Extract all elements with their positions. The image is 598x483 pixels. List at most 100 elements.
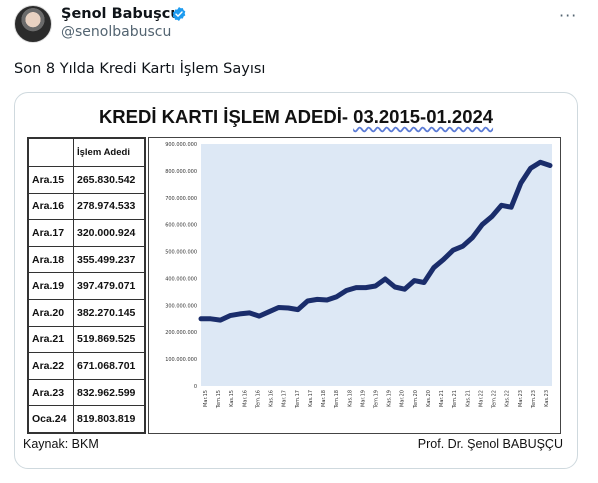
x-tick-label: Tem.20 [413,390,419,409]
y-tick-label: 100.000.000 [165,357,197,363]
row-value: 355.499.237 [72,245,146,274]
row-value: 320.000.924 [72,219,146,247]
plot-area [201,144,552,386]
x-tick-label: Mar.22 [478,390,484,407]
data-point [432,266,435,269]
row-value: 819.803.819 [72,405,146,433]
data-point [520,182,522,184]
data-point [316,298,319,301]
x-tick-label: Kas.16 [269,390,275,407]
table-row: Ara.17 320.000.924 [28,219,146,247]
data-point [326,299,328,301]
author-handle[interactable]: @senolbabuscu [61,24,172,40]
x-tick-label: Mar.18 [321,390,327,407]
y-tick-label: 600.000.000 [165,223,197,229]
data-point [539,161,542,164]
row-value: 265.830.542 [72,166,146,194]
x-tick-label: Tem.19 [374,390,380,409]
data-point [491,215,493,218]
row-period: Ara.15 [28,166,74,194]
x-tick-label: Kas.22 [505,390,511,407]
x-tick-label: Tem.18 [334,390,340,409]
line-chart: 0 100.000.000 200.000.000 300.000.000 400.00… [165,142,553,409]
x-tick-label: Tem.16 [255,390,261,409]
x-tick-label: Kas.18 [347,390,353,407]
x-tick-label: Kas.20 [426,390,432,407]
x-tick-label: Tem.15 [216,390,222,409]
x-tick-label: Mar.23 [518,390,524,407]
row-period: Oca.24 [28,405,74,433]
row-value: 671.068.701 [72,352,146,380]
author-name[interactable]: Şenol Babuşcu [61,6,181,22]
row-value: 278.974.533 [72,192,146,221]
table-row: Ara.19 397.479.071 [28,272,146,300]
source-label: Kaynak: BKM [23,437,99,451]
table-row: Ara.22 671.068.701 [28,352,146,380]
author-credit: Prof. Dr. Şenol BABUŞÇU [417,437,563,451]
y-tick-label: 700.000.000 [165,196,197,202]
data-point [219,319,222,321]
x-tick-label: Tem.21 [452,390,458,409]
x-tick-label: Mar.17 [282,390,288,407]
x-tick-label: Kas.17 [308,390,314,407]
data-point [413,279,416,282]
table-row: Ara.18 355.499.237 [28,245,146,274]
table-corner [28,138,74,167]
data-point [287,307,290,309]
row-period: Ara.21 [28,325,74,354]
row-period: Ara.20 [28,298,74,327]
data-point [209,318,212,320]
y-tick-label: 0 [194,384,197,390]
x-tick-label: Mar.16 [242,390,248,407]
table-header: İşlem Adedi [72,138,146,167]
row-value: 519.869.525 [72,325,146,354]
more-options-icon[interactable]: ··· [559,6,578,25]
data-point [239,313,241,315]
data-point [200,318,202,320]
data-point [297,308,299,311]
data-point [374,285,377,287]
x-tick-label: Tem.23 [531,390,537,409]
tweet-text: Son 8 Yılda Kredi Kartı İşlem Sayısı [14,61,266,77]
y-tick-label: 400.000.000 [165,276,197,282]
tweet-image[interactable]: KREDİ KARTI İŞLEM ADEDİ- 03.2015-01.2024… [14,92,578,469]
table-row: Oca.24 819.803.819 [28,405,146,433]
table-row: Ara.21 519.869.525 [28,325,146,354]
data-point [277,306,280,309]
data-point [481,223,483,226]
avatar[interactable] [14,5,52,43]
data-point [442,258,445,261]
data-point [268,311,270,313]
table-row: Ara.15 265.830.542 [28,166,146,194]
data-point [345,289,348,292]
row-period: Ara.19 [28,272,74,300]
x-tick-label: Mar.21 [439,390,445,407]
row-period: Ara.18 [28,245,74,274]
y-tick-label: 900.000.000 [165,142,197,148]
data-point [462,245,464,247]
data-point [394,286,396,288]
table-row: Ara.20 382.270.145 [28,298,146,327]
data-point [248,312,251,314]
data-point [403,288,406,290]
y-tick-label: 200.000.000 [165,330,197,336]
row-period: Ara.16 [28,192,74,221]
table-row: Ara.16 278.974.533 [28,192,146,221]
x-tick-label: Tem.22 [492,390,498,409]
row-period: Ara.22 [28,352,74,380]
y-tick-label: 800.000.000 [165,169,197,175]
data-point [471,236,474,239]
data-point [365,286,367,289]
data-point [529,167,532,169]
row-value: 382.270.145 [72,298,146,327]
chart-title: KREDİ KARTI İŞLEM ADEDİ- 03.2015-01.2024 [15,106,577,128]
chart-title-main: KREDİ KARTI İŞLEM ADEDİ- [98,106,354,127]
y-tick-label: 300.000.000 [165,303,197,309]
y-tick-label: 500.000.000 [165,250,197,256]
x-tick-label: Kas.23 [544,390,550,407]
data-point [384,278,386,280]
x-tick-label: Mar.20 [400,390,406,407]
x-tick-label: Mar.15 [203,390,209,407]
x-tick-label: Kas.21 [465,390,471,407]
row-value: 832.962.599 [72,378,146,407]
